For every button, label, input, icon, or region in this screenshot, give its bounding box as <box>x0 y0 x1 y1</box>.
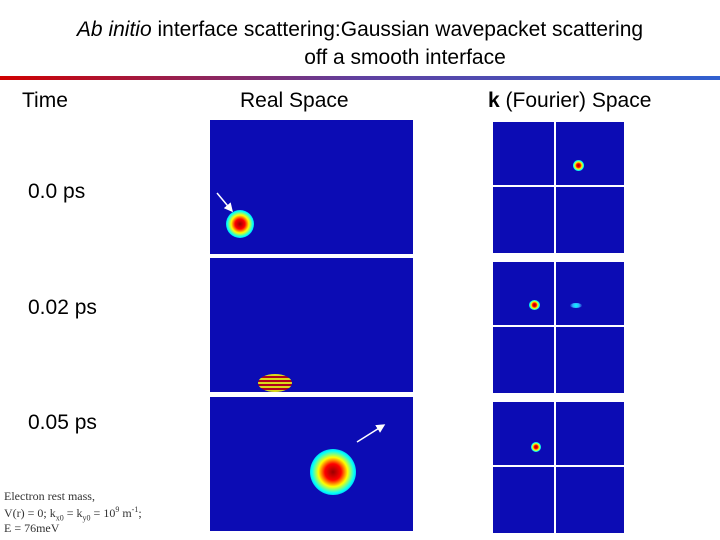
note-text: ; <box>138 506 142 520</box>
k-space-panel <box>493 122 624 253</box>
column-header: Time <box>22 89 68 112</box>
k-peak <box>529 300 540 310</box>
k-peak <box>570 303 582 308</box>
title-text: interface scattering:Gaussian wavepacket… <box>151 18 644 41</box>
k-bold: k <box>488 89 500 112</box>
note-line: E = 76meV <box>4 521 60 535</box>
title-italic: Ab initio <box>76 18 152 41</box>
title-line-2: off a smooth interface <box>304 46 506 69</box>
k-space-panel <box>493 402 624 533</box>
arrow <box>216 192 233 213</box>
real-space-panel <box>210 120 413 254</box>
divider <box>0 76 720 80</box>
note-line: V(r) = 0; kx0 = ky0 = 109 m-1; <box>4 505 142 522</box>
note-sup: -1 <box>131 505 139 514</box>
k-space-panel <box>493 262 624 393</box>
note-line: Electron rest mass, <box>4 489 95 503</box>
wavepacket <box>310 449 356 495</box>
wavepacket <box>258 374 292 392</box>
header-text: (Fourier) Space <box>499 89 652 112</box>
time-label: 0.0 ps <box>28 180 86 203</box>
time-label: 0.05 ps <box>28 411 97 434</box>
note-sub: x0 <box>55 513 64 523</box>
wavepacket <box>226 210 254 238</box>
note-text: = 10 <box>90 506 116 520</box>
arrow <box>356 424 386 443</box>
k-peak <box>531 442 541 452</box>
k-peak <box>573 160 584 171</box>
real-space-panel <box>210 397 413 531</box>
real-space-panel <box>210 258 413 392</box>
time-label: 0.02 ps <box>28 296 97 319</box>
note-text: m <box>119 506 132 520</box>
title-line-1: Ab initio interface scattering:Gaussian … <box>0 18 720 42</box>
note-sub: y0 <box>82 513 91 523</box>
note-text: V(r) = 0; k <box>4 506 56 520</box>
note-text: = k <box>63 506 83 520</box>
column-header: Real Space <box>240 89 349 112</box>
note-sup: 9 <box>115 505 120 514</box>
column-header: k (Fourier) Space <box>488 89 651 113</box>
